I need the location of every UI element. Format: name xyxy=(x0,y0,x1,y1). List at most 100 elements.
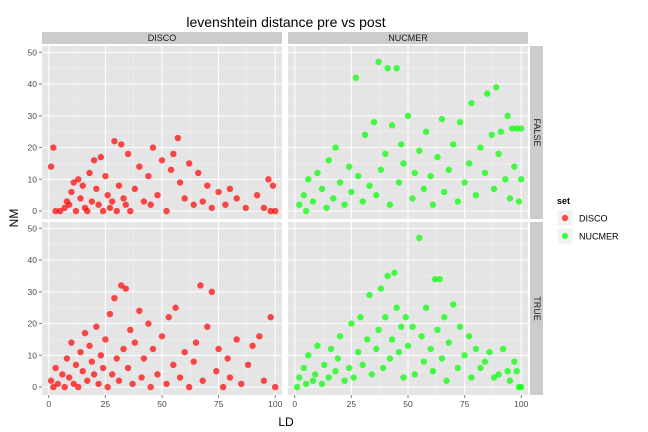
data-point xyxy=(384,272,391,280)
data-point xyxy=(95,201,102,208)
data-point xyxy=(388,336,396,343)
data-point xyxy=(398,323,405,330)
data-point xyxy=(420,358,428,365)
data-point xyxy=(468,99,475,107)
data-point xyxy=(102,336,109,343)
data-point xyxy=(170,150,177,158)
data-point xyxy=(375,58,382,66)
data-point xyxy=(70,380,77,388)
data-point xyxy=(50,383,57,391)
data-point xyxy=(325,374,332,381)
data-point xyxy=(97,153,105,161)
data-point xyxy=(127,207,134,215)
data-point xyxy=(56,207,64,215)
data-point xyxy=(409,195,416,202)
data-point xyxy=(185,160,193,167)
data-point xyxy=(490,185,498,193)
data-point xyxy=(305,352,312,359)
data-point xyxy=(506,377,514,384)
data-point xyxy=(422,128,430,135)
data-point xyxy=(472,345,480,353)
data-point xyxy=(93,185,100,193)
x-tick-label: 75 xyxy=(460,399,470,409)
x-tick-label: 0 xyxy=(292,399,297,409)
data-point xyxy=(515,198,523,205)
data-point xyxy=(158,157,166,164)
data-point xyxy=(88,198,96,205)
strip-label-false: FALSE xyxy=(532,118,542,146)
y-tick-label: 20 xyxy=(28,319,38,329)
data-point xyxy=(50,144,57,151)
data-point xyxy=(90,157,98,164)
data-point xyxy=(518,125,525,132)
data-point xyxy=(495,371,502,378)
data-point xyxy=(136,307,143,315)
data-point xyxy=(518,383,525,391)
data-point xyxy=(256,333,263,340)
data-point xyxy=(395,348,403,356)
data-point xyxy=(422,304,430,311)
data-point xyxy=(296,374,303,381)
data-point xyxy=(454,198,462,205)
y-tick-label: 40 xyxy=(28,79,38,89)
data-point xyxy=(441,314,448,321)
data-point xyxy=(149,144,157,151)
data-point xyxy=(197,282,204,289)
data-point xyxy=(386,355,394,362)
data-point xyxy=(354,348,362,356)
points-disco-true xyxy=(47,282,279,391)
x-axis: 0 25 50 75 100 0 25 50 75 100 xyxy=(46,395,529,409)
data-point xyxy=(454,364,462,372)
data-point xyxy=(350,374,357,381)
data-point xyxy=(461,352,468,359)
strip-label-disco: DISCO xyxy=(148,33,177,43)
data-point xyxy=(345,364,353,372)
data-point xyxy=(393,304,400,311)
data-point xyxy=(54,380,62,388)
data-point xyxy=(59,371,66,378)
data-point xyxy=(84,377,91,384)
y-axis-title: NM xyxy=(7,209,21,228)
data-point xyxy=(61,204,68,212)
data-point xyxy=(504,367,511,375)
data-point xyxy=(204,323,211,330)
legend: set DISCO NUCMER xyxy=(556,196,619,245)
facet-panels: DISCO NUCMER FALSE TRUE xyxy=(42,32,543,395)
data-point xyxy=(404,342,412,349)
panel-disco-true xyxy=(42,222,282,395)
data-point xyxy=(204,182,211,189)
y-tick-label: 10 xyxy=(28,174,38,184)
data-point xyxy=(336,179,344,186)
data-point xyxy=(181,195,188,202)
data-point xyxy=(140,198,148,205)
data-point xyxy=(382,150,389,158)
data-point xyxy=(302,380,310,388)
data-point xyxy=(348,320,355,327)
x-tick-label: 0 xyxy=(46,399,51,409)
data-point xyxy=(345,163,353,170)
data-point xyxy=(314,169,321,177)
data-point xyxy=(400,160,407,167)
data-point xyxy=(443,377,450,384)
data-point xyxy=(409,323,416,330)
data-point xyxy=(495,150,502,158)
data-point xyxy=(131,339,139,346)
x-tick-label: 25 xyxy=(347,399,357,409)
data-point xyxy=(108,198,116,205)
data-point xyxy=(265,176,272,183)
data-point xyxy=(364,336,371,343)
data-point xyxy=(127,326,134,334)
panel-disco-false xyxy=(42,46,282,219)
data-point xyxy=(354,172,362,180)
data-point xyxy=(129,380,136,388)
data-point xyxy=(102,172,109,180)
data-point xyxy=(84,207,91,215)
data-point xyxy=(393,65,400,72)
legend-symbol-disco xyxy=(561,214,569,222)
x-axis-title: LD xyxy=(278,415,294,429)
data-point xyxy=(309,198,317,205)
legend-symbol-nucmer xyxy=(561,232,569,240)
data-point xyxy=(341,377,348,384)
data-point xyxy=(233,336,240,343)
data-point xyxy=(373,191,380,199)
